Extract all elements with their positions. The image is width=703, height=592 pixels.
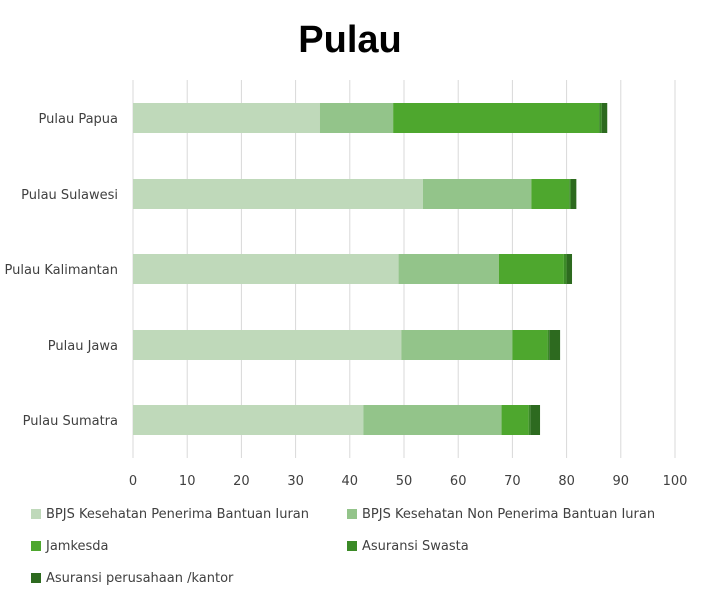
x-tick-label: 10 <box>179 474 196 489</box>
bar-segment <box>512 330 548 360</box>
legend-swatch <box>31 509 41 519</box>
legend-swatch <box>31 541 41 551</box>
bar-segment <box>528 405 531 435</box>
bar-segment <box>319 103 394 133</box>
legend-label: Jamkesda <box>45 539 109 554</box>
x-tick-label: 0 <box>129 474 137 489</box>
bar-segment <box>133 254 399 284</box>
bar-segment <box>599 103 602 133</box>
x-tick-label: 60 <box>450 474 467 489</box>
bar-segment <box>133 179 423 209</box>
x-tick-label: 90 <box>613 474 630 489</box>
legend-swatch <box>347 509 357 519</box>
bar-segment <box>566 254 573 284</box>
bar-segment <box>563 254 567 284</box>
bar-segment <box>569 179 571 209</box>
bars <box>133 103 608 435</box>
category-label: Pulau Papua <box>39 112 118 127</box>
bar-segment <box>393 103 600 133</box>
bar-segment <box>498 254 564 284</box>
x-tick-label: 30 <box>287 474 304 489</box>
bar-segment <box>601 103 608 133</box>
bar-segment <box>401 330 513 360</box>
bar-segment <box>133 405 364 435</box>
x-axis-tick-labels: 0 10 20 30 40 50 60 70 80 90 100 <box>129 474 688 489</box>
legend-swatch <box>31 573 41 583</box>
x-tick-label: 100 <box>663 474 688 489</box>
legend: BPJS Kesehatan Penerima Bantuan Iuran BPJ… <box>31 507 655 586</box>
category-label: Pulau Sumatra <box>23 414 118 429</box>
bar-segment <box>530 405 541 435</box>
bar-segment <box>363 405 502 435</box>
bar-segment <box>133 103 320 133</box>
x-tick-label: 40 <box>342 474 359 489</box>
legend-label: Asuransi Swasta <box>362 539 469 554</box>
category-label: Pulau Kalimantan <box>5 263 118 278</box>
legend-swatch <box>347 541 357 551</box>
x-tick-label: 50 <box>396 474 413 489</box>
category-label: Pulau Sulawesi <box>21 188 118 203</box>
bar-segment <box>549 330 561 360</box>
bar-segment <box>531 179 570 209</box>
bar-segment <box>133 330 402 360</box>
bar-segment <box>398 254 499 284</box>
x-tick-label: 70 <box>504 474 521 489</box>
bar-segment <box>547 330 550 360</box>
x-tick-label: 20 <box>233 474 250 489</box>
bar-segment <box>501 405 529 435</box>
category-labels: Pulau Papua Pulau Sulawesi Pulau Kalimanta… <box>5 112 118 429</box>
bar-segment <box>570 179 577 209</box>
legend-label: BPJS Kesehatan Penerima Bantuan Iuran <box>46 507 309 522</box>
category-label: Pulau Jawa <box>48 339 118 354</box>
legend-label: BPJS Kesehatan Non Penerima Bantuan Iura… <box>362 507 655 522</box>
bar-segment <box>422 179 532 209</box>
legend-label: Asuransi perusahaan /kantor <box>46 571 234 586</box>
chart-title: Pulau <box>298 19 401 61</box>
x-tick-label: 80 <box>558 474 575 489</box>
